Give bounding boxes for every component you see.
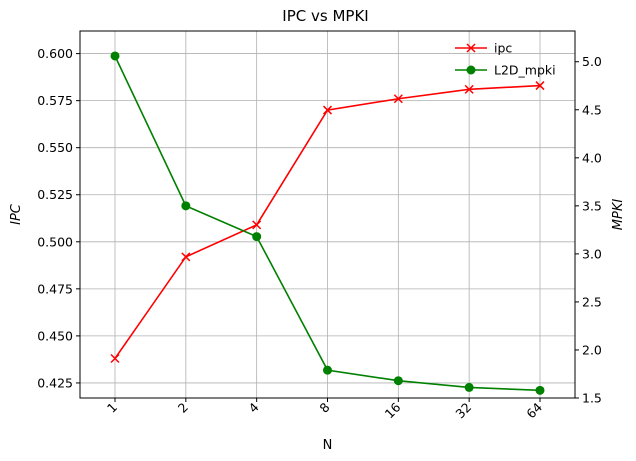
data-point-ipc [181,252,191,262]
y-right-tick-label: 1.5 [582,391,602,406]
y-left-tick-label: 0.600 [37,46,73,61]
y-left-tick-label: 0.475 [37,281,73,296]
data-point-ipc [110,353,120,364]
y-right-tick-label: 3.0 [582,246,602,261]
y-left-tick-label: 0.425 [37,375,73,390]
y-left-tick-label: 0.450 [37,328,73,343]
y-left-tick-label: 0.575 [37,93,73,108]
data-point-ipc [322,105,333,115]
data-point-ipc [252,220,262,230]
grid [80,31,575,398]
data-point-l2d-mpki [535,385,545,395]
y-left-tick-label: 0.525 [37,187,73,202]
chart-title: IPC vs MPKI [282,7,368,25]
data-point-l2d-mpki [252,232,262,242]
y-right-tick-label: 5.0 [582,54,602,69]
legend-marker-l2d-mpki [466,65,476,75]
data-point-l2d-mpki [110,51,120,61]
legend-label-l2d-mpki: L2D_mpki [494,63,556,78]
y-right-tick-label: 2.0 [582,342,602,357]
y-left-tick-label: 0.500 [37,234,73,249]
y-axis-right: 1.5 2.0 2.5 3.0 3.5 4.0 4.5 5.0 [575,54,602,406]
y-right-tick-label: 4.0 [582,150,602,165]
y-axis-right-title: MPKI [611,199,626,231]
legend-marker-ipc [466,43,476,53]
data-point-l2d-mpki [464,382,474,392]
y-axis-left-title: IPC [9,203,24,225]
data-point-l2d-mpki [323,365,332,375]
data-point-l2d-mpki [181,201,191,211]
y-left-tick-label: 0.550 [37,140,73,155]
x-axis-title: N [323,438,333,453]
data-point-ipc [393,94,403,104]
series-layer [110,51,545,395]
y-right-tick-label: 2.5 [582,294,602,309]
data-point-ipc [535,81,545,91]
data-point-ipc [464,84,474,94]
legend: ipc L2D_mpki [455,41,556,78]
y-axis-left: 0.425 0.450 0.475 0.500 0.525 0.550 0.575 0.600 [37,46,80,390]
data-point-l2d-mpki [393,376,403,386]
y-right-tick-label: 4.5 [582,102,602,117]
legend-label-ipc: ipc [494,41,512,56]
y-right-tick-label: 3.5 [582,198,602,213]
